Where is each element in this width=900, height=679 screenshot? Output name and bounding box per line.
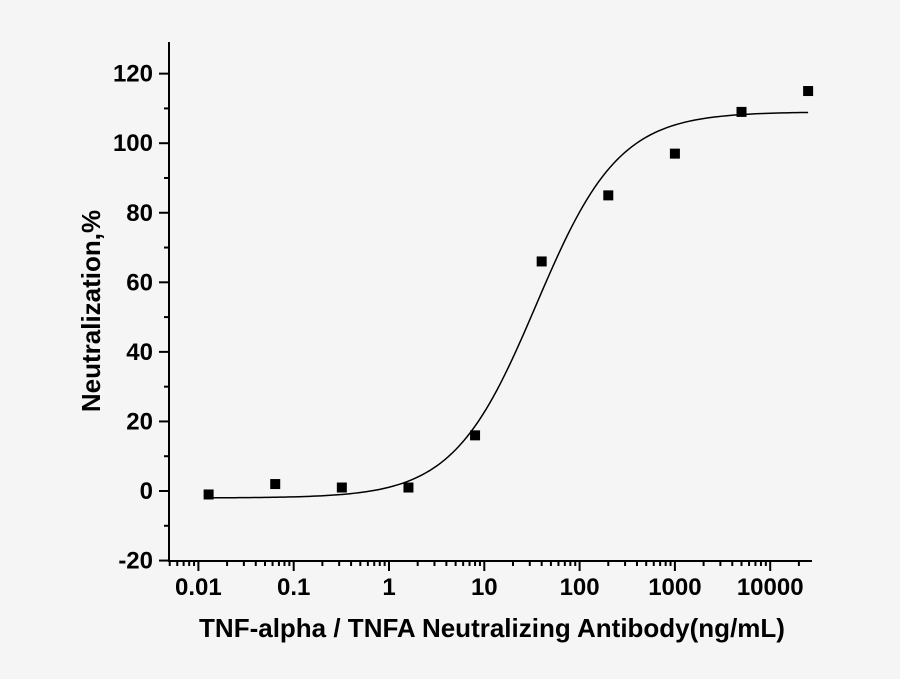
data-point-marker bbox=[403, 482, 414, 493]
y-tick-label: -20 bbox=[118, 548, 153, 575]
x-tick-label: 0.01 bbox=[175, 574, 222, 601]
data-point-marker bbox=[536, 256, 547, 267]
data-point-marker bbox=[736, 106, 747, 117]
y-tick-label: 60 bbox=[126, 269, 153, 296]
data-point-marker bbox=[336, 482, 347, 493]
plot-area: -20 0 20 40 60 80 100 120 0.01 0.1 1 10 100 1000 1000… bbox=[113, 42, 814, 601]
axis-spines bbox=[168, 42, 812, 562]
data-point-marker bbox=[270, 479, 281, 490]
fit-curve bbox=[208, 111, 809, 499]
x-tick-label: 1 bbox=[382, 574, 395, 601]
data-point-marker bbox=[603, 190, 614, 201]
y-tick-label: 80 bbox=[126, 200, 153, 227]
x-tick-label: 10 bbox=[471, 574, 498, 601]
x-tick-label: 0.1 bbox=[277, 574, 310, 601]
data-point-marker bbox=[803, 86, 814, 97]
x-axis: 0.01 0.1 1 10 100 1000 10000 bbox=[168, 561, 804, 601]
y-tick-label: 20 bbox=[126, 408, 153, 435]
y-tick-label: 100 bbox=[113, 130, 153, 157]
y-tick-label: 120 bbox=[113, 61, 153, 88]
y-tick-label: 0 bbox=[140, 478, 153, 505]
x-axis-title: TNF-alpha / TNFA Neutralizing Antibody(n… bbox=[199, 613, 785, 643]
data-point-marker bbox=[470, 430, 481, 441]
data-point-marker bbox=[669, 148, 680, 159]
x-tick-label: 10000 bbox=[737, 574, 804, 601]
y-axis-title: Neutralization,% bbox=[76, 210, 106, 412]
data-point-marker bbox=[203, 489, 214, 500]
x-tick-label: 1000 bbox=[648, 574, 701, 601]
y-axis: -20 0 20 40 60 80 100 120 bbox=[113, 61, 169, 575]
x-tick-label: 100 bbox=[560, 574, 600, 601]
y-tick-label: 40 bbox=[126, 339, 153, 366]
data-point-series bbox=[203, 86, 814, 500]
